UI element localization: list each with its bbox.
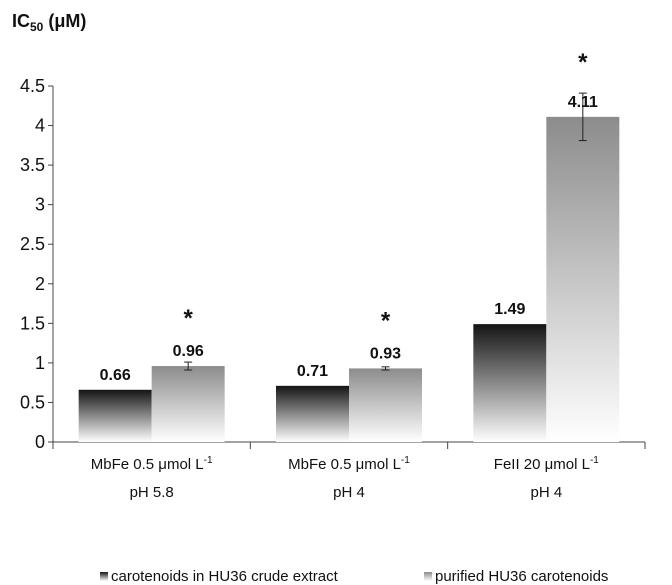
legend-swatch [100,572,108,581]
y-tick-label: 0 [35,432,45,452]
legend-swatch [424,572,432,581]
y-tick-label: 2.5 [20,234,45,254]
data-label: 0.71 [297,363,328,380]
category-label-line1: FeII 20 μmol L-1 [494,455,600,473]
significance-star: * [578,49,588,76]
category-label-line2: pH 4 [333,484,365,501]
bar-crude-extract-1 [276,385,349,442]
error-bars [184,92,587,371]
legend-entry: purified HU36 carotenoids [435,568,608,585]
y-tick-label: 4.5 [20,76,45,96]
category-labels: MbFe 0.5 μmol L-1 pH 5.8 MbFe 0.5 μmol L-1… [91,455,600,501]
data-label: 0.66 [100,367,131,384]
y-tick-labels: 0 0.5 1 1.5 2 2.5 3 3.5 4 4.5 [20,76,45,452]
legend-entry: carotenoids in HU36 crude extract [111,568,339,585]
y-tick-label: 3.5 [20,155,45,175]
bars [78,116,620,442]
y-tick-label: 4 [35,116,45,136]
data-label: 0.93 [370,345,401,362]
y-tick-label: 0.5 [20,392,45,412]
data-label: 0.96 [173,343,204,360]
bar-purified-2 [546,116,620,442]
significance-markers: * * * [183,49,588,334]
legend: carotenoids in HU36 crude extract purifie… [100,568,608,585]
category-label-line2: pH 5.8 [130,484,174,501]
category-label-line1: MbFe 0.5 μmol L-1 [288,455,410,473]
data-label: 4.11 [568,94,598,111]
category-label-line1: MbFe 0.5 μmol L-1 [91,455,213,473]
category-label-line2: pH 4 [530,484,562,501]
y-tick-label: 1.5 [20,313,45,333]
bar-crude-extract-0 [78,389,152,442]
data-label: 1.49 [494,301,525,318]
y-tick-label: 3 [35,195,45,215]
bar-purified-1 [349,368,422,442]
y-tick-label: 1 [35,353,45,373]
bar-crude-extract-2 [473,324,547,442]
significance-star: * [381,307,391,334]
y-axis-title: IC50 (μM) [12,11,86,34]
bar-purified-0 [151,366,225,442]
significance-star: * [183,305,193,332]
data-labels: 0.66 0.96 0.71 0.93 1.49 4.11 [100,94,598,384]
y-tick-label: 2 [35,274,45,294]
